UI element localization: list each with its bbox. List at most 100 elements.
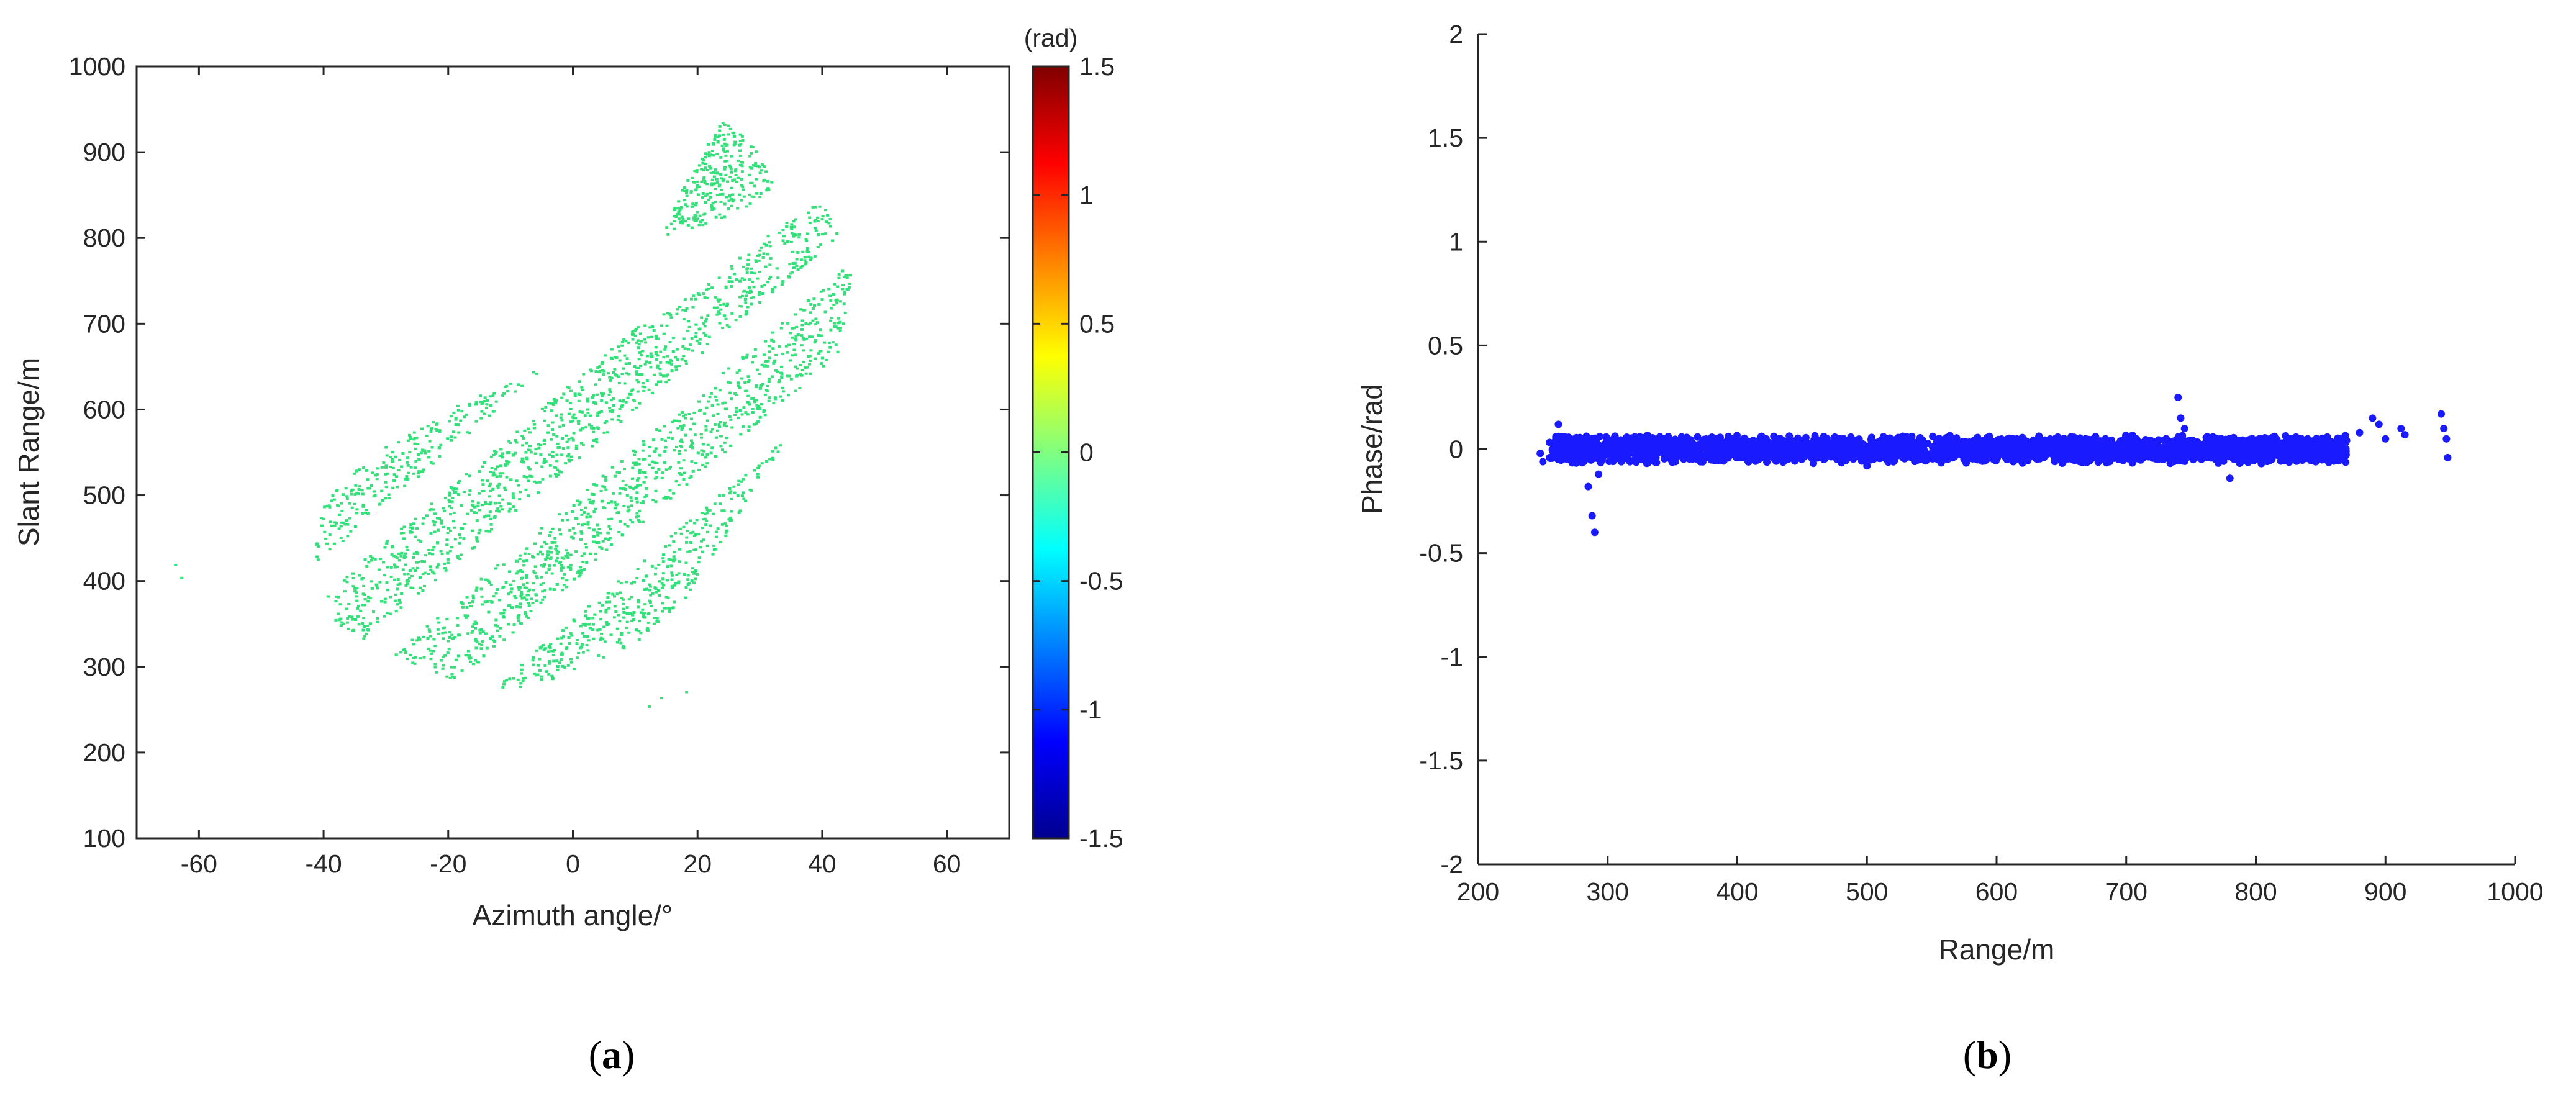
panel-a-point	[490, 466, 494, 469]
panel-a-point	[504, 581, 508, 584]
panel-a-point	[673, 220, 676, 223]
panel-a-point	[681, 222, 684, 225]
panel-a-point	[635, 479, 639, 482]
panel-a-point	[641, 500, 645, 503]
panel-a-point	[705, 506, 709, 509]
panel-a-point	[719, 303, 723, 306]
panel-a-point	[692, 411, 696, 414]
panel-a-point	[760, 462, 764, 465]
panel-a-point	[648, 463, 651, 466]
panel-a-point	[732, 143, 736, 147]
panel-a-point	[601, 604, 604, 607]
panel-a-point	[802, 338, 806, 341]
panel-a-point	[732, 198, 736, 201]
panel-a-point	[637, 519, 640, 522]
panel-a-point	[662, 497, 666, 500]
panel-a-point	[690, 337, 694, 340]
panel-a-point	[535, 649, 538, 652]
panel-a-point	[397, 441, 401, 444]
panel-a-point	[398, 582, 402, 586]
panel-a-point	[655, 383, 658, 386]
panel-a-point	[768, 241, 771, 244]
panel-a-point	[746, 258, 750, 261]
panel-a-point	[471, 600, 474, 604]
panel-a-point	[649, 366, 653, 369]
panel-a-point	[478, 643, 481, 646]
panel-a-point	[429, 461, 433, 464]
panel-a-point	[550, 541, 554, 544]
panel-a-point	[551, 421, 555, 424]
panel-a-point	[756, 277, 760, 280]
panel-a-point	[841, 284, 845, 287]
panel-a-point	[849, 274, 853, 277]
panel-a-point	[625, 372, 628, 375]
panel-a-point	[540, 527, 543, 530]
panel-a-point	[368, 597, 372, 600]
panel-a-point	[401, 452, 405, 455]
panel-a-point	[438, 430, 442, 433]
panel-a-point	[733, 140, 737, 143]
panel-a-point	[617, 345, 620, 348]
panel-a-point	[428, 440, 432, 443]
panel-a-point	[749, 181, 753, 184]
panel-a-point	[642, 579, 645, 582]
panel-a-point	[696, 573, 699, 576]
panel-a-point	[702, 538, 705, 541]
panel-a-point	[673, 419, 676, 422]
panel-a-point	[640, 354, 643, 357]
panel-a-point	[535, 594, 538, 597]
panel-a-point	[698, 338, 702, 341]
panel-a-point	[341, 493, 345, 496]
panel-a-point	[484, 530, 488, 533]
panel-a-point	[697, 561, 701, 564]
panel-a-point	[660, 697, 663, 700]
panel-a-point	[814, 323, 818, 326]
panel-a-point	[828, 225, 832, 228]
panel-a-point	[761, 256, 765, 259]
panel-a-point	[395, 556, 399, 559]
panel-a-point	[328, 505, 332, 509]
panel-a-point	[591, 445, 594, 448]
panel-a-point	[511, 496, 515, 499]
panel-a-point	[512, 623, 516, 627]
panel-a-point	[451, 520, 455, 523]
panel-a-point	[628, 485, 632, 488]
panel-a-point	[439, 443, 443, 446]
panel-a-point	[827, 222, 831, 225]
panel-a-point	[771, 331, 774, 334]
panel-a-point	[519, 569, 522, 572]
panel-a-point	[552, 433, 556, 436]
panel-a-point	[357, 468, 361, 471]
panel-a-point	[666, 361, 670, 364]
panel-a-scatter-map: -60 -40 -20 0 20 40 60 10020030040050060070080…	[12, 24, 1123, 1077]
panel-a-point	[747, 425, 751, 428]
panel-a-point	[516, 570, 520, 573]
panel-a-point	[799, 258, 803, 261]
panel-a-point	[829, 328, 833, 332]
panel-a-point	[383, 574, 387, 577]
panel-a-point	[366, 487, 370, 490]
panel-a-point	[668, 312, 671, 315]
panel-a-point	[499, 612, 503, 615]
panel-a-point	[848, 286, 851, 289]
panel-a-point	[625, 626, 628, 629]
panel-a-point	[744, 474, 748, 477]
panel-a-point	[569, 455, 573, 458]
panel-a-point	[513, 595, 517, 598]
panel-a-point	[512, 579, 516, 582]
panel-a-point	[592, 528, 596, 532]
panel-a-point	[692, 294, 696, 297]
panel-a-point	[686, 574, 690, 577]
panel-a-point	[814, 339, 818, 342]
panel-a-point	[591, 628, 595, 632]
panel-a-point	[566, 519, 569, 522]
panel-a-point	[692, 534, 696, 537]
panel-a-point	[751, 407, 755, 410]
panel-a-point	[703, 412, 707, 415]
panel-a-point	[396, 583, 400, 586]
panel-a-point	[322, 517, 325, 520]
panel-a-point	[489, 637, 492, 640]
panel-a-point	[727, 381, 730, 384]
panel-a-point	[339, 617, 343, 620]
panel-a-point	[622, 646, 626, 650]
